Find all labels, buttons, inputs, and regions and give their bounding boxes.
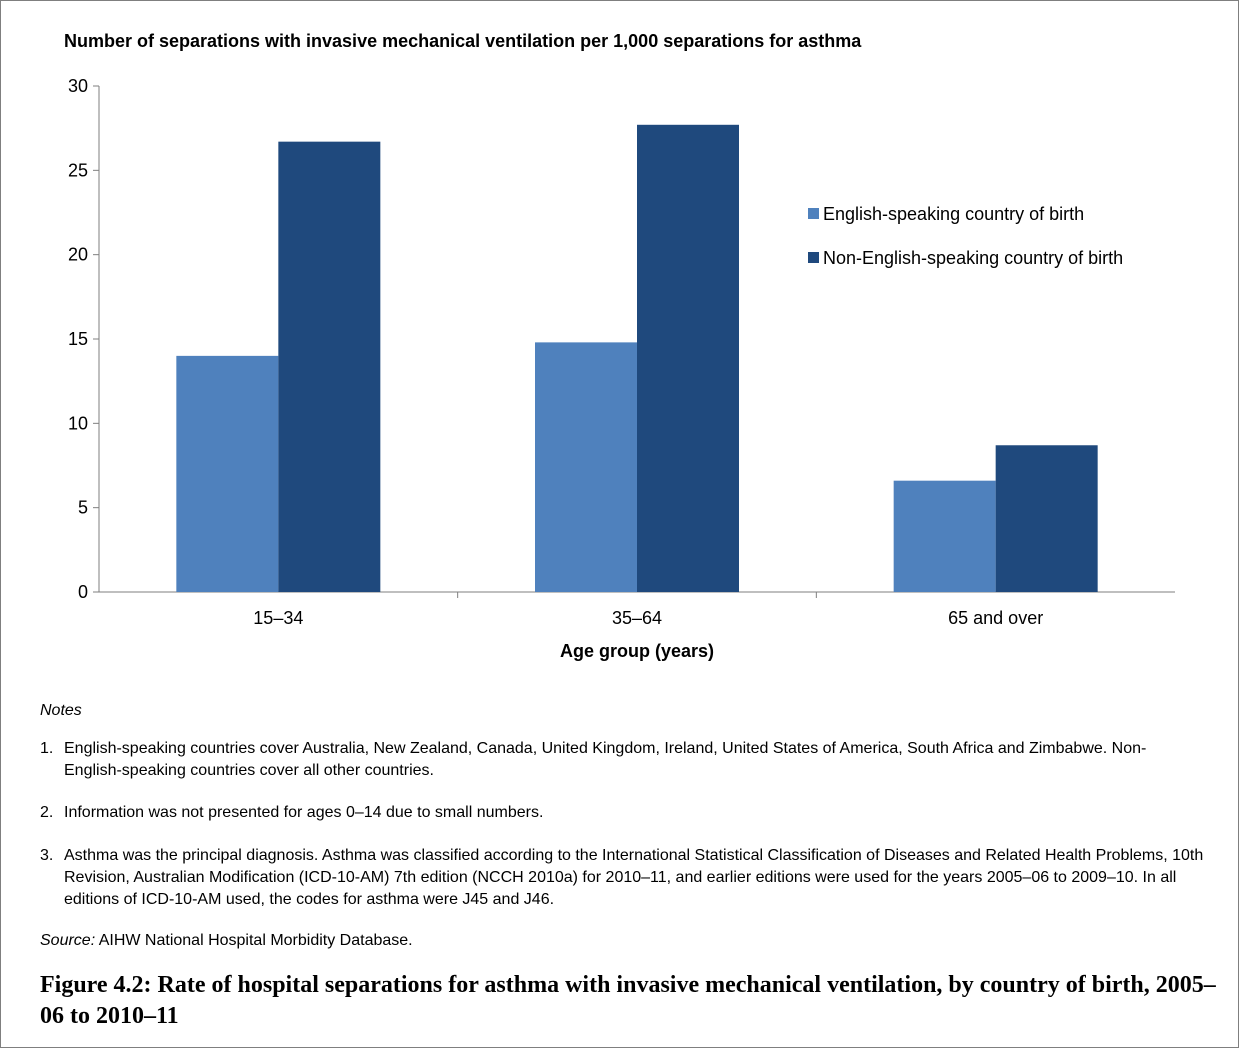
y-tick-label: 30 [68,76,88,96]
x-axis-label: Age group (years) [560,641,714,661]
bar-non-english [278,141,381,592]
bar-english [176,355,279,592]
bar-english [535,342,637,592]
legend-swatch [808,208,819,219]
y-tick-label: 10 [68,413,88,433]
source-text: AIHW National Hospital Morbidity Databas… [95,932,413,949]
y-tick-label: 5 [78,498,88,518]
bar-english [893,480,996,592]
y-tick-label: 0 [78,582,88,602]
x-tick-label: 65 and over [948,608,1043,628]
source-line: Source: AIHW National Hospital Morbidity… [40,932,413,950]
legend-label: Non-English-speaking country of birth [823,248,1123,268]
x-tick-label: 35–64 [612,608,662,628]
bar-non-english [995,445,1098,592]
source-label: Source: [40,932,96,949]
bar-non-english [637,124,739,592]
y-tick-label: 15 [68,329,88,349]
note-text: Asthma was the principal diagnosis. Asth… [64,847,1204,908]
note-number: 2. [40,804,54,821]
bar-chart: Number of separations with invasive mech… [64,31,1175,661]
note-number: 1. [40,740,54,757]
notes-heading: Notes [40,702,82,719]
y-tick-label: 20 [68,245,88,265]
legend-label: English-speaking country of birth [823,204,1084,224]
figure-caption: Figure 4.2: Rate of hospital separations… [40,972,1216,1029]
legend-swatch [808,252,819,263]
x-tick-label: 15–34 [253,608,303,628]
note-number: 3. [40,847,54,864]
note-text: English-speaking countries cover Austral… [64,740,1147,779]
note-text: Information was not presented for ages 0… [64,804,544,821]
chart-title: Number of separations with invasive mech… [64,31,862,51]
y-tick-label: 25 [68,160,88,180]
